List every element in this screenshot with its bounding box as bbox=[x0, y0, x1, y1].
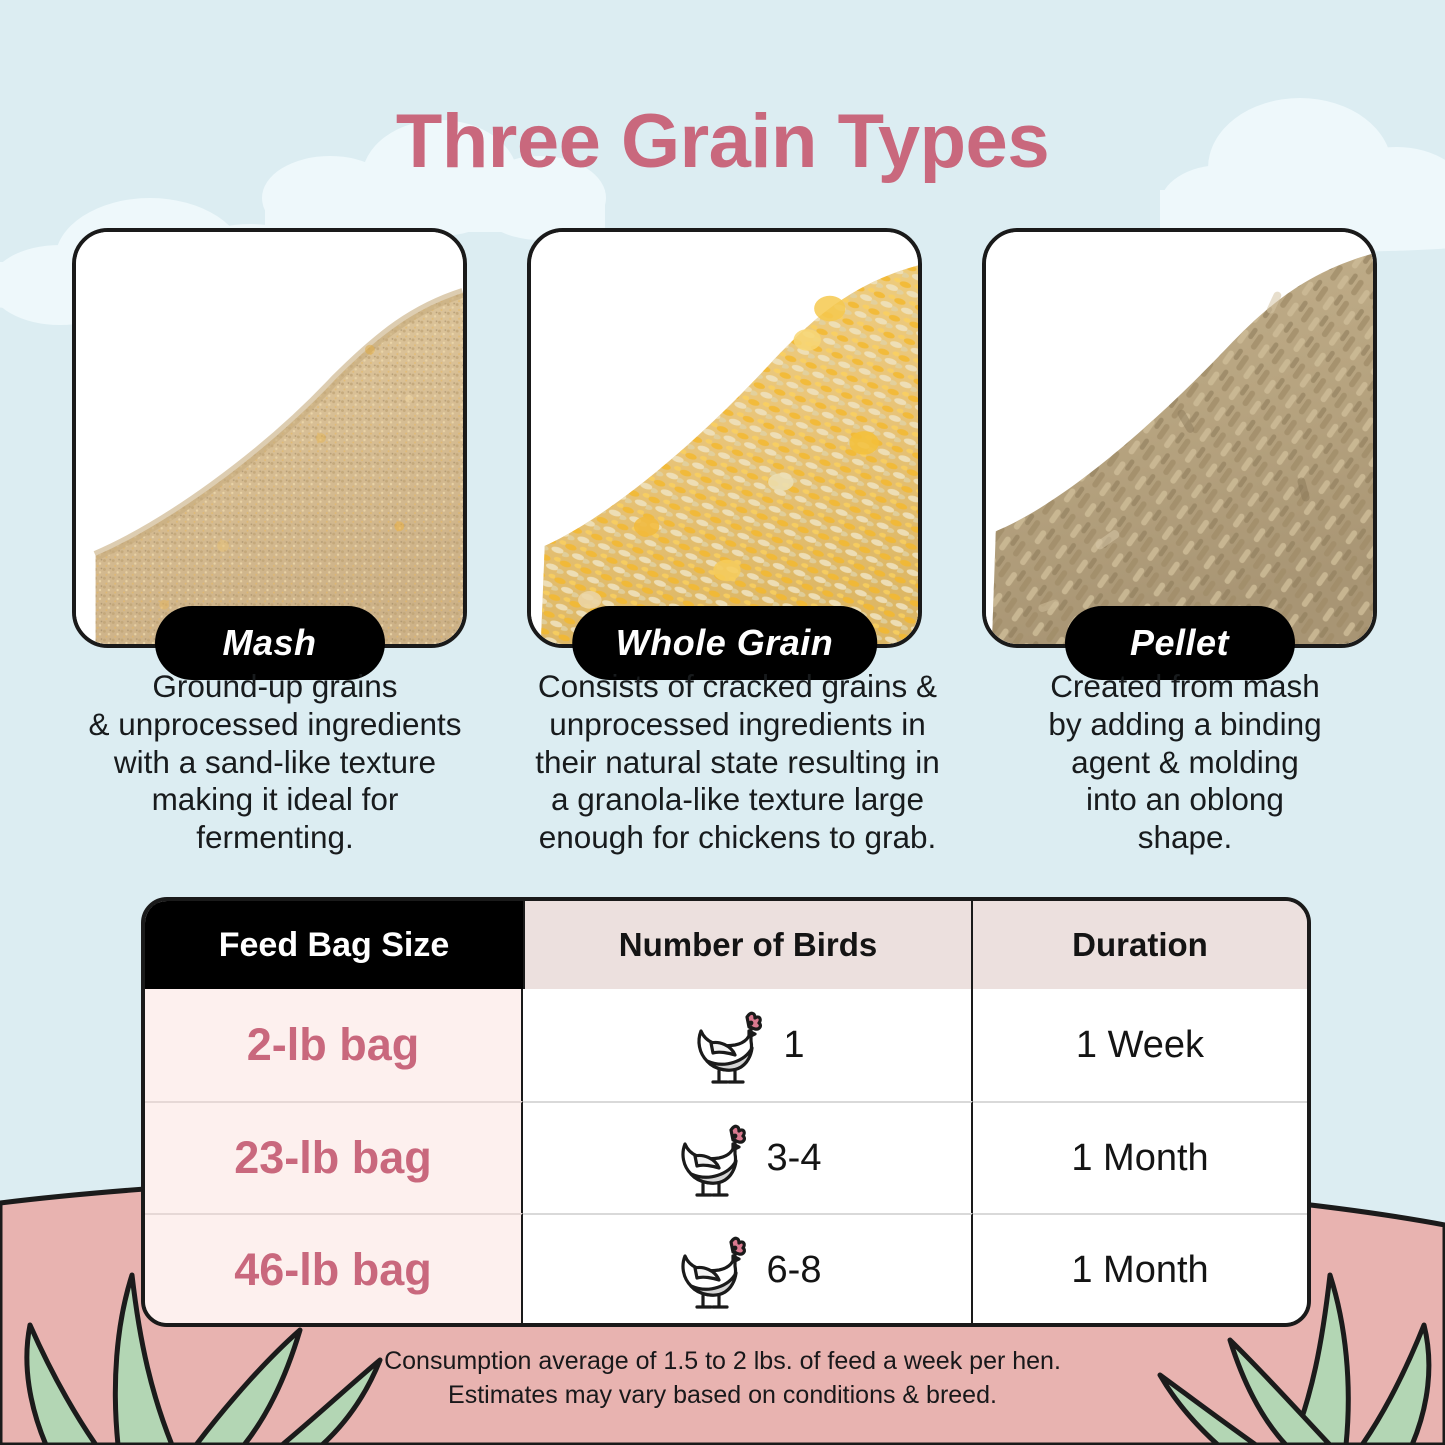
whole-grain-photo bbox=[531, 232, 918, 644]
cell-bag-size: 46-lb bag bbox=[145, 1213, 523, 1323]
footer-line-1: Consumption average of 1.5 to 2 lbs. of … bbox=[384, 1347, 1061, 1375]
grain-card-pellet: Pellet bbox=[982, 228, 1377, 680]
hen-icon bbox=[673, 1226, 751, 1314]
grain-badge: Whole Grain bbox=[571, 606, 878, 680]
table-header-row: Feed Bag Size Number of Birds Duration bbox=[145, 901, 1307, 989]
grain-card-frame bbox=[527, 228, 922, 648]
table-header-duration: Duration bbox=[973, 901, 1307, 989]
grain-badge: Mash bbox=[154, 606, 385, 680]
grain-badge: Pellet bbox=[1064, 606, 1295, 680]
page-title: Three Grain Types bbox=[395, 99, 1050, 184]
grain-description-whole-grain: Consists of cracked grains & unprocessed … bbox=[535, 668, 940, 856]
footer-line-2: Estimates may vary based on conditions &… bbox=[448, 1380, 997, 1409]
table-row: 23-lb bag bbox=[145, 1101, 1307, 1213]
cell-duration: 1 Week bbox=[973, 989, 1307, 1101]
grain-description-mash: Ground-up grains & unprocessed ingredient… bbox=[88, 668, 462, 856]
grain-cards-row: Mash bbox=[72, 228, 1377, 680]
cell-number-of-birds: 3-4 bbox=[523, 1101, 973, 1213]
hen-icon bbox=[673, 1114, 751, 1202]
cell-duration: 1 Month bbox=[973, 1213, 1307, 1323]
grain-card-mash: Mash bbox=[72, 228, 467, 680]
cell-number-of-birds: 1 bbox=[523, 989, 973, 1101]
table-row: 46-lb bag bbox=[145, 1213, 1307, 1323]
cell-duration: 1 Month bbox=[973, 1101, 1307, 1213]
cell-bag-size: 2-lb bag bbox=[145, 989, 523, 1101]
feed-bag-table: Feed Bag Size Number of Birds Duration 2… bbox=[141, 897, 1311, 1327]
bird-count-label: 1 bbox=[783, 1023, 805, 1066]
grain-card-frame bbox=[72, 228, 467, 648]
bird-count-label: 3-4 bbox=[766, 1136, 822, 1179]
grain-descriptions-row: Ground-up grains & unprocessed ingredient… bbox=[60, 668, 1385, 857]
cell-bag-size: 23-lb bag bbox=[145, 1101, 523, 1213]
grain-description-pellet: Created from mash by adding a binding agen… bbox=[1048, 668, 1322, 856]
table-header-feed-bag-size: Feed Bag Size bbox=[145, 901, 523, 989]
mash-grain-photo bbox=[76, 232, 463, 644]
bird-count-label: 6-8 bbox=[766, 1248, 822, 1291]
pellet-grain-photo bbox=[986, 232, 1373, 644]
footer-note: Consumption average of 1.5 to 2 lbs. of … bbox=[0, 1345, 1445, 1412]
table-row: 2-lb bag bbox=[145, 989, 1307, 1101]
table-header-number-of-birds: Number of Birds bbox=[523, 901, 973, 989]
grain-card-whole-grain: Whole Grain bbox=[527, 228, 922, 680]
grain-card-frame bbox=[982, 228, 1377, 648]
cell-number-of-birds: 6-8 bbox=[523, 1213, 973, 1323]
hen-icon bbox=[689, 1001, 767, 1089]
